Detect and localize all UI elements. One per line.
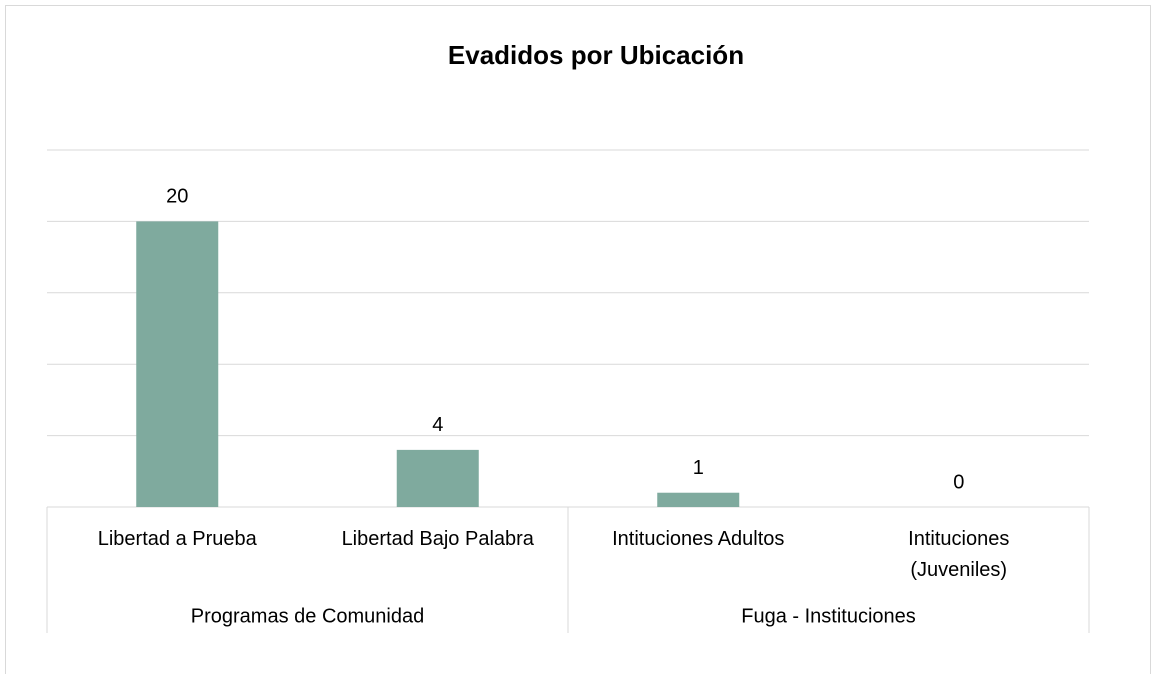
bar [657, 492, 740, 507]
x-tick-label: Intituciones Adultos [612, 528, 784, 550]
data-label: 0 [953, 471, 964, 493]
group-label: Programas de Comunidad [191, 605, 424, 627]
data-label: 20 [166, 186, 188, 208]
x-tick-label: Libertad Bajo Palabra [342, 528, 535, 550]
data-label: 1 [693, 457, 704, 479]
x-tick-label: Intituciones (Juveniles) [908, 528, 1009, 581]
chart-title: Evadidos por Ubicación [448, 40, 744, 70]
group-label: Fuga - Instituciones [741, 605, 916, 627]
x-tick-label: Libertad a Prueba [98, 528, 258, 550]
chart-border [5, 5, 1151, 674]
data-label: 4 [432, 414, 443, 436]
bar [396, 449, 479, 507]
bar [136, 221, 219, 507]
